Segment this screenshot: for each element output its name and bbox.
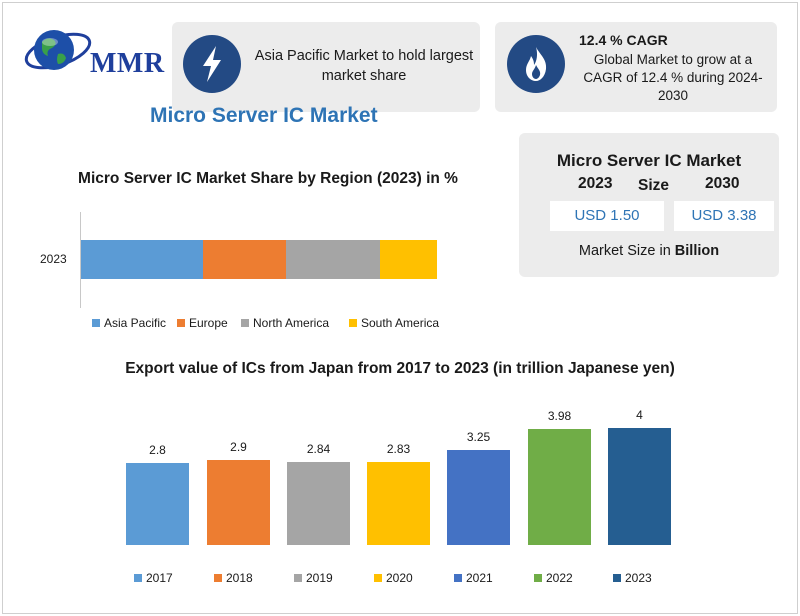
logo-text: MMR	[90, 48, 165, 79]
export-bar-2018	[207, 460, 270, 545]
export-bar-2022	[528, 428, 591, 545]
legend-label: 2019	[306, 571, 333, 585]
export-bar-2020	[367, 462, 430, 545]
legend-label: 2022	[546, 571, 573, 585]
region-chart-axis	[80, 212, 81, 308]
legend-swatch	[454, 574, 462, 582]
legend-swatch	[534, 574, 542, 582]
legend-label: Europe	[189, 316, 228, 330]
legend-label: 2020	[386, 571, 413, 585]
market-size-card: Micro Server IC Market 2023 Size 2030 US…	[519, 133, 779, 277]
asia-pacific-text: Asia Pacific Market to hold largest mark…	[254, 48, 474, 84]
cagr-title: 12.4 % CAGR	[579, 32, 668, 48]
legend-swatch	[214, 574, 222, 582]
legend-swatch	[177, 319, 185, 327]
market-size-title: Micro Server IC Market	[556, 151, 742, 170]
lightning-icon	[183, 35, 241, 93]
legend-swatch	[613, 574, 621, 582]
market-size-footer: Market Size in Billion	[519, 243, 779, 259]
globe-icon	[24, 30, 92, 70]
value-2030: USD 3.38	[674, 201, 774, 231]
legend-label: 2021	[466, 571, 493, 585]
region-legend-europe: Europe	[177, 316, 228, 330]
legend-swatch	[134, 574, 142, 582]
export-value-label-2023: 4	[636, 408, 643, 423]
export-value-label-2017: 2.8	[149, 443, 166, 458]
export-legend-2019: 2019	[294, 571, 333, 585]
cagr-card: 12.4 % CAGR Global Market to grow at a C…	[495, 22, 777, 112]
export-bar-2021	[447, 450, 510, 545]
legend-label: 2018	[226, 571, 253, 585]
region-bar-south-america	[379, 240, 438, 279]
value-2023: USD 1.50	[550, 201, 664, 231]
region-legend-asia-pacific: Asia Pacific	[92, 316, 166, 330]
legend-label: 2023	[625, 571, 652, 585]
size-label: Size	[638, 177, 670, 194]
export-legend-2023: 2023	[613, 571, 652, 585]
region-bar-asia-pacific	[81, 240, 204, 279]
export-legend-2020: 2020	[374, 571, 413, 585]
export-bar-2023	[608, 428, 671, 545]
legend-label: Asia Pacific	[104, 316, 167, 330]
legend-label: North America	[253, 316, 330, 330]
legend-swatch	[374, 574, 382, 582]
legend-swatch	[349, 319, 357, 327]
legend-label: 2017	[146, 571, 173, 585]
export-legend-2018: 2018	[214, 571, 253, 585]
export-value-label-2022: 3.98	[547, 408, 572, 423]
region-chart-category: 2023	[40, 252, 67, 266]
export-bar-2019	[287, 462, 350, 545]
export-value-label-2020: 2.83	[386, 442, 411, 457]
legend-swatch	[92, 319, 100, 327]
region-bar-europe	[203, 240, 287, 279]
export-bar-2017	[126, 463, 189, 545]
region-chart-title: Micro Server IC Market Share by Region (…	[78, 170, 458, 187]
legend-swatch	[241, 319, 249, 327]
main-title: Micro Server IC Market	[150, 104, 378, 127]
footer-prefix: Market Size in	[578, 243, 675, 259]
export-legend-2017: 2017	[134, 571, 173, 585]
region-legend-north-america: North America	[241, 316, 329, 330]
export-value-label-2021: 3.25	[466, 430, 491, 445]
flame-icon	[507, 35, 565, 93]
footer-unit: Billion	[674, 243, 720, 259]
legend-swatch	[294, 574, 302, 582]
legend-label: South America	[361, 316, 440, 330]
export-value-label-2019: 2.84	[306, 442, 331, 457]
mmr-logo: MMR	[20, 20, 170, 82]
export-chart-title: Export value of ICs from Japan from 2017…	[125, 360, 675, 377]
region-bar-north-america	[286, 240, 380, 279]
cagr-description: Global Market to grow at a CAGR of 12.4 …	[583, 52, 763, 103]
asia-pacific-card: Asia Pacific Market to hold largest mark…	[172, 22, 480, 112]
export-legend-2022: 2022	[534, 571, 573, 585]
year-2030-label: 2030	[705, 175, 740, 192]
export-legend-2021: 2021	[454, 571, 493, 585]
year-2023-label: 2023	[578, 175, 613, 192]
export-value-label-2018: 2.9	[230, 440, 247, 455]
region-legend-south-america: South America	[349, 316, 439, 330]
